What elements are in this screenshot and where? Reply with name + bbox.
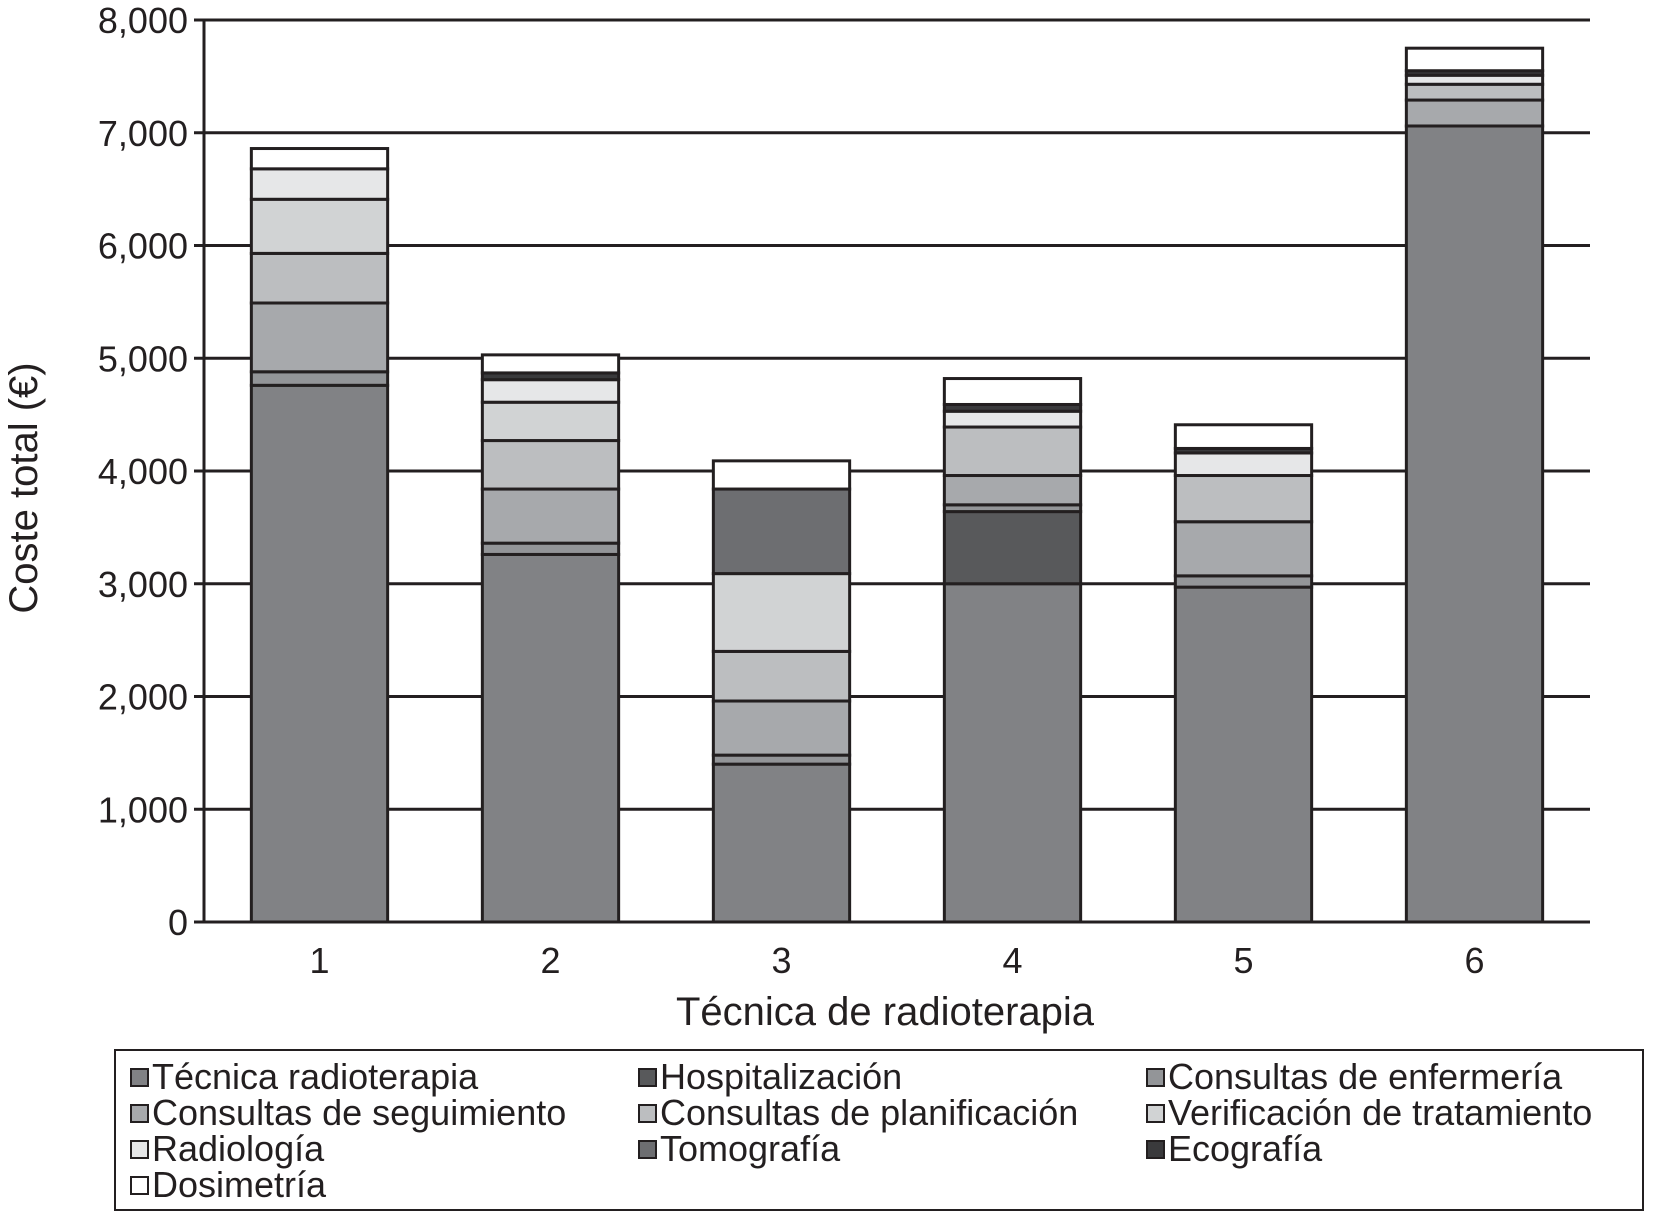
bar-segment-consultas-de-seguimiento-4 — [942, 474, 1083, 507]
bar-segment-t-cnica-radioterapia-2 — [480, 552, 621, 924]
axes: 0 1,000 2,000 3,000 4,000 5,000 6,000 7,000 8,00… — [98, 0, 1590, 981]
legend: Técnica radioterapia Hospitalización Consu… — [114, 1049, 1644, 1211]
bar-segment-hospitalizaci-n-4 — [942, 510, 1083, 586]
bar-segment-verificaci-n-de-tratamiento-2 — [480, 400, 621, 443]
bar-segment-dosimetr-a-1 — [249, 147, 390, 171]
bar-segment-radiolog-a-2 — [480, 378, 621, 404]
legend-swatch — [130, 1067, 149, 1087]
legend-item: Dosimetría — [130, 1167, 326, 1203]
y-tick-label: 3,000 — [98, 564, 188, 605]
bar-segment-verificaci-n-de-tratamiento-3 — [711, 572, 852, 653]
legend-label: Dosimetría — [152, 1164, 327, 1205]
legend-item: Hospitalización — [638, 1059, 902, 1095]
bar-segment-consultas-de-seguimiento-1 — [249, 301, 390, 374]
bar-segment-radiolog-a-1 — [249, 167, 390, 201]
y-tick-label: 2,000 — [98, 677, 188, 718]
legend-item: Consultas de enfermería — [1146, 1059, 1562, 1095]
bar-segment-verificaci-n-de-tratamiento-1 — [249, 197, 390, 255]
bar-segment-consultas-de-planificaci-n-5 — [1173, 474, 1314, 524]
bar-segment-consultas-de-planificaci-n-1 — [249, 251, 390, 305]
legend-item: Verificación de tratamiento — [1146, 1095, 1592, 1131]
bar-segment-dosimetr-a-4 — [942, 377, 1083, 406]
bar-segment-consultas-de-planificaci-n-3 — [711, 649, 852, 703]
legend-label: Hospitalización — [660, 1056, 903, 1097]
bar-segment-radiolog-a-4 — [942, 409, 1083, 429]
legend-item: Consultas de seguimiento — [130, 1095, 566, 1131]
bar-segment-consultas-de-enfermer-a-5 — [1173, 574, 1314, 589]
legend-label: Tomografía — [660, 1128, 841, 1169]
legend-label: Verificación de tratamiento — [1168, 1092, 1593, 1133]
bar-segment-consultas-de-planificaci-n-4 — [942, 425, 1083, 478]
bar-segment-tomograf-a-3 — [711, 487, 852, 576]
legend-label: Consultas de enfermería — [1168, 1056, 1563, 1097]
legend-swatch — [1146, 1139, 1165, 1159]
y-tick-label: 0 — [168, 902, 188, 943]
bar-segment-t-cnica-radioterapia-4 — [942, 582, 1083, 924]
x-tick-label: 1 — [309, 940, 329, 981]
legend-swatch — [130, 1139, 149, 1159]
legend-item: Radiología — [130, 1131, 324, 1167]
legend-item: Ecografía — [1146, 1131, 1322, 1167]
y-axis-title: Coste total (€) — [2, 362, 46, 613]
bar-segment-consultas-de-seguimiento-5 — [1173, 520, 1314, 578]
bar-segment-t-cnica-radioterapia-3 — [711, 762, 852, 924]
legend-label: Consultas de planificación — [660, 1092, 1079, 1133]
legend-swatch — [1146, 1067, 1165, 1087]
legend-swatch — [130, 1103, 149, 1123]
legend-label: Ecografía — [1168, 1128, 1323, 1169]
bar-segment-consultas-de-seguimiento-2 — [480, 487, 621, 545]
legend-swatch — [130, 1175, 149, 1195]
bar-segment-consultas-de-enfermer-a-1 — [249, 370, 390, 387]
bar-segment-consultas-de-seguimiento-6 — [1404, 98, 1545, 128]
bar-segment-radiolog-a-5 — [1173, 451, 1314, 478]
legend-swatch — [638, 1139, 657, 1159]
x-tick-label: 4 — [1002, 940, 1022, 981]
bar-segment-consultas-de-enfermer-a-2 — [480, 541, 621, 556]
x-tick-label: 5 — [1233, 940, 1253, 981]
bar-segment-consultas-de-planificaci-n-2 — [480, 439, 621, 491]
legend-swatch — [638, 1067, 657, 1087]
y-tick-label: 6,000 — [98, 226, 188, 267]
legend-item: Tomografía — [638, 1131, 840, 1167]
x-tick-label: 2 — [540, 940, 560, 981]
bar-segment-consultas-de-planificaci-n-6 — [1404, 82, 1545, 102]
legend-label: Radiología — [152, 1128, 325, 1169]
bar-segment-t-cnica-radioterapia-5 — [1173, 585, 1314, 924]
bar-segment-dosimetr-a-5 — [1173, 423, 1314, 450]
y-tick-label: 5,000 — [98, 338, 188, 379]
legend-swatch — [638, 1103, 657, 1123]
bars — [249, 46, 1545, 924]
legend-item: Consultas de planificación — [638, 1095, 1078, 1131]
legend-item: Técnica radioterapia — [130, 1059, 478, 1095]
y-tick-label: 4,000 — [98, 451, 188, 492]
grid-lines — [204, 18, 1590, 811]
x-tick-label: 3 — [771, 940, 791, 981]
x-tick-label: 6 — [1464, 940, 1484, 981]
bar-segment-t-cnica-radioterapia-1 — [249, 383, 390, 924]
x-axis-title: Técnica de radioterapia — [676, 990, 1095, 1034]
y-tick-label: 8,000 — [98, 0, 188, 41]
y-tick-label: 7,000 — [98, 113, 188, 154]
legend-swatch — [1146, 1103, 1165, 1123]
legend-label: Técnica radioterapia — [152, 1056, 479, 1097]
bar-segment-dosimetr-a-6 — [1404, 46, 1545, 73]
bar-segment-consultas-de-seguimiento-3 — [711, 699, 852, 757]
y-tick-label: 1,000 — [98, 789, 188, 830]
legend-label: Consultas de seguimiento — [152, 1092, 567, 1133]
bar-segment-dosimetr-a-2 — [480, 353, 621, 375]
bar-segment-dosimetr-a-3 — [711, 459, 852, 491]
bar-segment-t-cnica-radioterapia-6 — [1404, 124, 1545, 924]
